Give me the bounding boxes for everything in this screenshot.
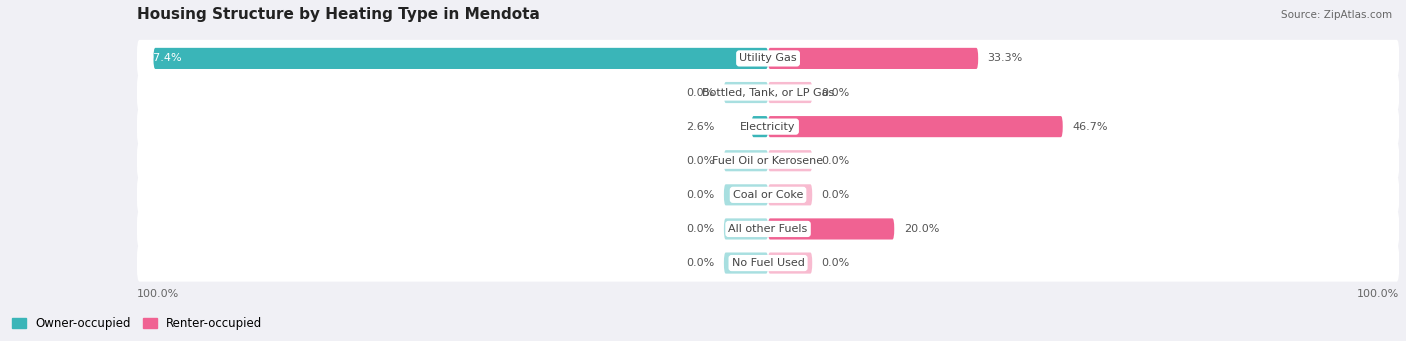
- Text: 0.0%: 0.0%: [686, 156, 714, 166]
- FancyBboxPatch shape: [768, 48, 979, 69]
- FancyBboxPatch shape: [724, 218, 768, 239]
- FancyBboxPatch shape: [768, 116, 1063, 137]
- Text: No Fuel Used: No Fuel Used: [731, 258, 804, 268]
- Text: Fuel Oil or Kerosene: Fuel Oil or Kerosene: [713, 156, 824, 166]
- Text: Bottled, Tank, or LP Gas: Bottled, Tank, or LP Gas: [702, 88, 834, 98]
- Text: Coal or Coke: Coal or Coke: [733, 190, 803, 200]
- FancyBboxPatch shape: [153, 48, 768, 69]
- FancyBboxPatch shape: [768, 218, 894, 239]
- Text: 0.0%: 0.0%: [686, 88, 714, 98]
- Text: 0.0%: 0.0%: [821, 88, 851, 98]
- FancyBboxPatch shape: [136, 108, 1399, 145]
- FancyBboxPatch shape: [768, 184, 813, 205]
- Text: 0.0%: 0.0%: [686, 190, 714, 200]
- Text: 100.0%: 100.0%: [136, 290, 180, 299]
- Text: Utility Gas: Utility Gas: [740, 54, 797, 63]
- Legend: Owner-occupied, Renter-occupied: Owner-occupied, Renter-occupied: [7, 312, 267, 335]
- Text: 46.7%: 46.7%: [1073, 122, 1108, 132]
- Text: Electricity: Electricity: [741, 122, 796, 132]
- Text: 0.0%: 0.0%: [821, 156, 851, 166]
- Text: 33.3%: 33.3%: [987, 54, 1024, 63]
- FancyBboxPatch shape: [724, 252, 768, 273]
- Text: Source: ZipAtlas.com: Source: ZipAtlas.com: [1281, 10, 1392, 20]
- Text: 97.4%: 97.4%: [146, 54, 183, 63]
- Text: 2.6%: 2.6%: [686, 122, 714, 132]
- Text: 0.0%: 0.0%: [686, 224, 714, 234]
- FancyBboxPatch shape: [768, 150, 813, 171]
- Text: Housing Structure by Heating Type in Mendota: Housing Structure by Heating Type in Men…: [136, 7, 540, 22]
- FancyBboxPatch shape: [136, 210, 1399, 248]
- FancyBboxPatch shape: [136, 40, 1399, 77]
- Text: 0.0%: 0.0%: [686, 258, 714, 268]
- FancyBboxPatch shape: [768, 82, 813, 103]
- FancyBboxPatch shape: [724, 150, 768, 171]
- Text: All other Fuels: All other Fuels: [728, 224, 807, 234]
- Text: 20.0%: 20.0%: [904, 224, 939, 234]
- FancyBboxPatch shape: [136, 74, 1399, 111]
- Text: 0.0%: 0.0%: [821, 190, 851, 200]
- FancyBboxPatch shape: [136, 244, 1399, 282]
- FancyBboxPatch shape: [768, 252, 813, 273]
- FancyBboxPatch shape: [724, 82, 768, 103]
- FancyBboxPatch shape: [136, 142, 1399, 179]
- FancyBboxPatch shape: [752, 116, 768, 137]
- Text: 0.0%: 0.0%: [821, 258, 851, 268]
- FancyBboxPatch shape: [136, 176, 1399, 213]
- FancyBboxPatch shape: [724, 184, 768, 205]
- Text: 100.0%: 100.0%: [1357, 290, 1399, 299]
